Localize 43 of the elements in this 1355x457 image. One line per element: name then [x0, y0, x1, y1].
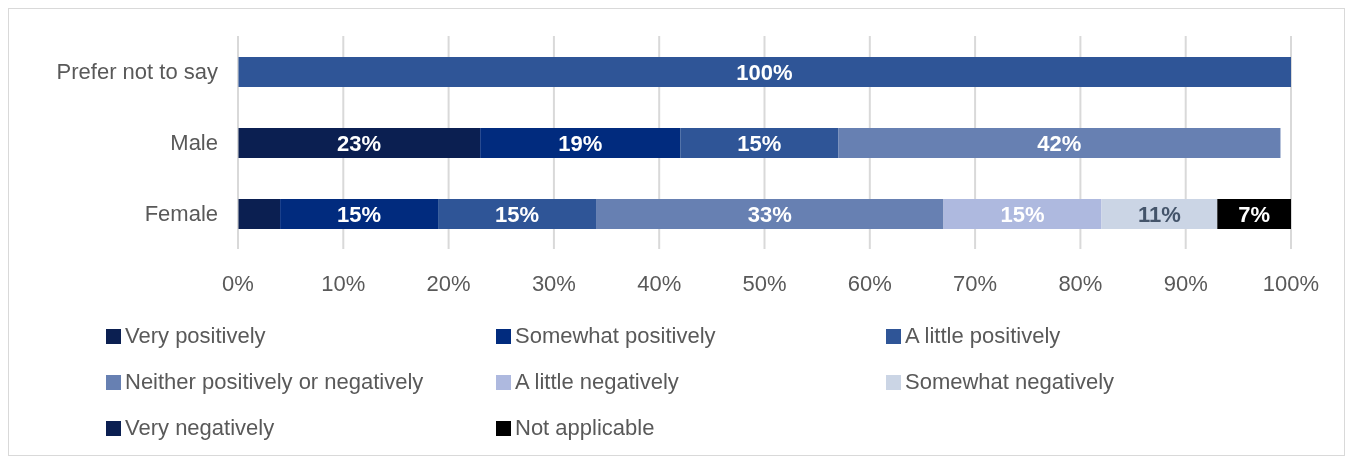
legend-label: Not applicable [515, 415, 655, 441]
data-label: 15% [495, 201, 540, 227]
x-tick-label: 70% [953, 270, 998, 296]
bar [943, 199, 1102, 229]
data-label: 19% [558, 130, 603, 156]
bar [438, 199, 597, 229]
y-tick-label: Male [170, 130, 218, 156]
data-label: 42% [1037, 130, 1082, 156]
data-label: 100% [736, 59, 793, 85]
data-label: 11% [1137, 201, 1181, 227]
data-label: 7% [1238, 201, 1271, 227]
bar [238, 199, 281, 229]
legend-label: A little negatively [515, 369, 679, 395]
legend-label: A little positively [905, 323, 1061, 349]
bar [680, 128, 839, 158]
legend-label: Somewhat positively [515, 323, 716, 349]
x-tick-label: 50% [742, 270, 787, 296]
x-tick-label: 0% [222, 270, 254, 296]
bar [238, 57, 1291, 87]
data-label: 33% [747, 201, 792, 227]
data-label: 15% [737, 130, 782, 156]
bar [280, 199, 439, 229]
x-tick-label: 40% [637, 270, 682, 296]
bar [480, 128, 681, 158]
bar [596, 199, 944, 229]
x-tick-label: 90% [1163, 270, 1208, 296]
bar [838, 128, 1281, 158]
y-tick-label: Female [144, 201, 218, 227]
x-tick-label: 30% [531, 270, 576, 296]
x-tick-label: 20% [426, 270, 471, 296]
x-tick-label: 100% [1262, 270, 1320, 296]
y-tick-label: Prefer not to say [56, 59, 218, 85]
data-label: 15% [337, 201, 382, 227]
data-label: 15% [1000, 201, 1045, 227]
legend-label: Somewhat negatively [905, 369, 1115, 395]
legend-label: Neither positively or negatively [125, 369, 424, 395]
x-tick-label: 10% [321, 270, 366, 296]
legend-label: Very negatively [125, 415, 275, 441]
x-tick-label: 60% [847, 270, 892, 296]
bar [238, 128, 481, 158]
x-tick-label: 80% [1058, 270, 1103, 296]
data-label: 23% [337, 130, 382, 156]
legend-label: Very positively [125, 323, 266, 349]
